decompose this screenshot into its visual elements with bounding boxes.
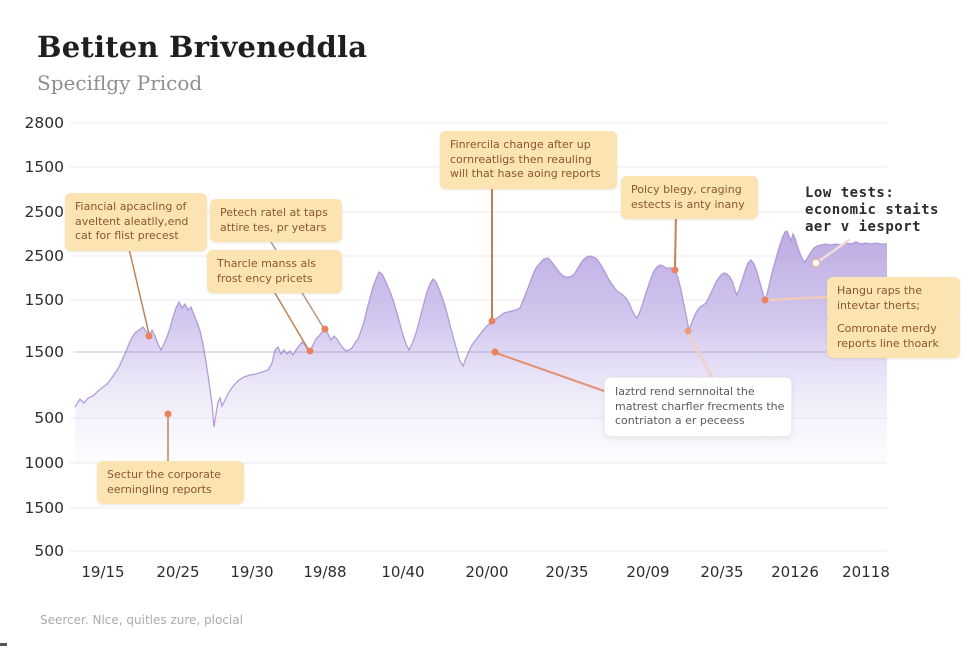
source-note: Seercer. Nlce, quitles zure, plocial: [40, 613, 243, 627]
annotation-line: eerningling reports: [107, 482, 212, 496]
x-tick-label: 20/00: [465, 563, 508, 581]
annotation-line: Petech ratel at taps: [220, 206, 328, 219]
annotation-line: contriaton a er peceess: [615, 414, 745, 428]
annotation-box-hangu: Hangu raps the intevtar therts;: [827, 277, 960, 321]
corner-mark: [0, 643, 7, 646]
annotation-line: Comronate merdy: [837, 322, 937, 335]
annotation-line: reports line thoark: [837, 336, 939, 350]
annotation-dot: [321, 325, 329, 333]
annotation-line: cornreatligs then reauling: [450, 152, 592, 166]
annotation-dot: [145, 332, 153, 340]
annotation-line: aer v iesport: [805, 219, 922, 235]
annotation-line: estects is anty inany: [631, 197, 745, 211]
annotation-box-comronate: Comronate merdy reports line thoark: [827, 315, 960, 359]
annotation-dot: [671, 266, 679, 274]
x-tick-label: 20118: [842, 563, 890, 581]
annotation-dot: [488, 317, 496, 325]
annotation-box-tharcle: Tharcle manss als frost ency pricets: [207, 250, 342, 294]
annotation-dot: [491, 348, 499, 356]
annotation-dot: [684, 327, 692, 335]
annotation-dot: [761, 296, 769, 304]
annotation-text-lowtests: Low tests: economic staits aer v iesport: [805, 185, 939, 236]
annotation-line: economic staits: [805, 202, 939, 218]
annotation-line: Iaztrd rend sernnoital the: [615, 385, 755, 398]
x-tick-label: 20/09: [626, 563, 669, 581]
annotation-line: will that hase aoing reports: [450, 167, 601, 181]
x-tick-label: 20/25: [156, 563, 199, 581]
annotation-box-petech: Petech ratel at taps attire tes, pr yeta…: [210, 199, 342, 243]
annotation-connector: [495, 352, 605, 392]
annotation-box-financial: Fiancial apcacling of aveltent aleatlly,…: [65, 193, 207, 252]
x-tick-label: 19/15: [81, 563, 124, 581]
annotation-connector: [686, 331, 714, 379]
annotation-line: Fiancial apcacling of: [75, 200, 187, 213]
x-tick-label: 20/35: [700, 563, 743, 581]
annotation-connector: [271, 287, 309, 350]
page-title: Betiten Briveneddla: [37, 30, 368, 64]
annotation-line: matrest charfler frecments the: [615, 399, 785, 413]
x-tick-label: 19/88: [303, 563, 346, 581]
x-tick-label: 20126: [771, 563, 819, 581]
annotation-connector: [766, 295, 829, 302]
annotation-dot: [811, 258, 821, 268]
y-tick-label: 1500: [25, 343, 64, 361]
x-tick-label: 19/30: [230, 563, 273, 581]
x-tick-label: 10/40: [381, 563, 424, 581]
annotation-line: frost ency pricets: [217, 271, 313, 285]
annotation-line: Hangu raps the: [837, 284, 922, 297]
annotation-line: Sectur the corporate: [107, 468, 222, 481]
annotation-box-polcy: Polcy blegy, craging estects is anty ina…: [621, 176, 758, 220]
annotation-line: aveltent aleatlly,end: [75, 214, 189, 228]
annotation-line: Low tests:: [805, 185, 895, 201]
annotation-line: Finrercila change after up: [450, 138, 591, 151]
y-tick-label: 2500: [25, 203, 64, 221]
y-tick-label: 2800: [25, 114, 64, 132]
y-tick-label: 1500: [25, 158, 64, 176]
page-subtitle: Speciflgy Pricod: [37, 71, 203, 95]
annotation-line: intevtar therts;: [837, 298, 921, 312]
annotation-line: Tharcle manss als: [217, 257, 316, 270]
annotation-line: attire tes, pr yetars: [220, 220, 327, 234]
annotation-box-finrercila: Finrercila change after up cornreatligs …: [440, 131, 617, 190]
y-tick-label: 1500: [25, 499, 64, 517]
annotation-dot: [306, 347, 314, 355]
annotation-box-sectur: Sectur the corporate eerningling reports: [97, 461, 244, 505]
y-tick-label: 2500: [25, 247, 64, 265]
annotation-line: cat for flist precest: [75, 229, 179, 243]
annotation-line: Polcy blegy, craging: [631, 183, 742, 196]
x-tick-label: 20/35: [545, 563, 588, 581]
annotation-dot: [164, 410, 172, 418]
annotation-connector: [817, 238, 851, 263]
y-tick-label: 1500: [25, 291, 64, 309]
y-tick-label: 500: [34, 409, 64, 427]
y-tick-label: 1000: [25, 454, 64, 472]
annotation-box-taztrd: Iaztrd rend sernnoital the matrest charf…: [604, 377, 792, 438]
annotation-connector: [674, 212, 677, 268]
annotation-connector: [126, 239, 150, 335]
y-tick-label: 500: [34, 542, 64, 560]
